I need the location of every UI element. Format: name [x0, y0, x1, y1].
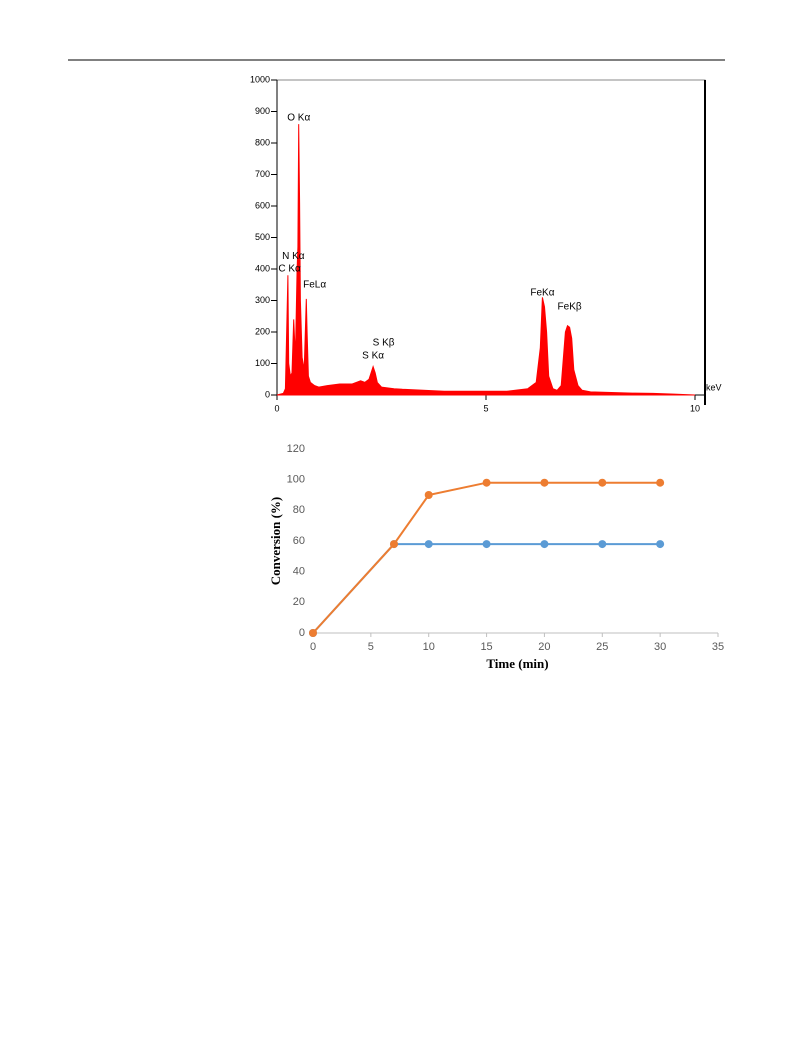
- x-tick-label: 5: [483, 403, 488, 413]
- spectrum: [276, 124, 696, 396]
- peak-label: FeKα: [530, 287, 554, 298]
- y-tick-label: 80: [293, 504, 305, 516]
- y-tick-label: 500: [255, 232, 270, 242]
- point: [656, 540, 665, 549]
- x-unit: keV: [706, 382, 722, 392]
- y-tick-label: 600: [255, 200, 270, 210]
- x-tick-label: 15: [480, 641, 492, 653]
- x-tick-label: 30: [654, 641, 666, 653]
- peak-label: O Kα: [287, 112, 310, 123]
- y-tick-label: 0: [265, 389, 270, 399]
- y-tick-label: 40: [293, 566, 305, 578]
- point: [656, 478, 665, 487]
- x-axis-title: Time (min): [486, 656, 548, 671]
- x-tick-label: 35: [712, 641, 724, 653]
- y-tick-label: 1000: [250, 74, 270, 84]
- point: [482, 478, 491, 487]
- point: [540, 478, 549, 487]
- point: [540, 540, 549, 549]
- point: [424, 491, 433, 499]
- point: [482, 540, 491, 549]
- y-tick-label: 700: [255, 169, 270, 179]
- y-tick-label: 120: [287, 443, 305, 455]
- y-tick-label: 60: [293, 535, 305, 547]
- y-tick-label: 100: [287, 474, 305, 486]
- y-axis-title: Conversion (%): [268, 497, 283, 585]
- y-tick-label: 400: [255, 263, 270, 273]
- peak-label: S Kβ: [373, 338, 395, 349]
- peak-label: C Kα: [278, 264, 301, 275]
- y-tick-label: 300: [255, 295, 270, 305]
- x-tick-label: 10: [423, 641, 435, 653]
- peak-label: S Kα: [362, 350, 384, 361]
- point: [598, 540, 607, 549]
- x-tick-label: 20: [538, 641, 550, 653]
- x-tick-label: 10: [690, 403, 700, 413]
- point: [598, 478, 607, 487]
- y-tick-label: 100: [255, 358, 270, 368]
- series-line: [312, 543, 661, 634]
- y-tick-label: 0: [299, 627, 305, 639]
- peak-label: FeLα: [303, 279, 326, 290]
- y-tick-label: 200: [255, 326, 270, 336]
- y-tick-label: 20: [293, 596, 305, 608]
- point: [309, 629, 317, 637]
- x-tick-label: 25: [596, 641, 608, 653]
- x-tick-label: 0: [310, 641, 316, 653]
- plot-frame: [276, 79, 706, 396]
- peak-label: FeKβ: [558, 301, 582, 312]
- y-tick-label: 900: [255, 106, 270, 116]
- series-line: [312, 481, 661, 634]
- x-tick-label: 5: [368, 641, 374, 653]
- y-tick-label: 800: [255, 137, 270, 147]
- x-tick-label: 0: [274, 403, 279, 413]
- point: [424, 540, 433, 549]
- peak-label: N Kα: [282, 251, 305, 262]
- point: [390, 540, 398, 549]
